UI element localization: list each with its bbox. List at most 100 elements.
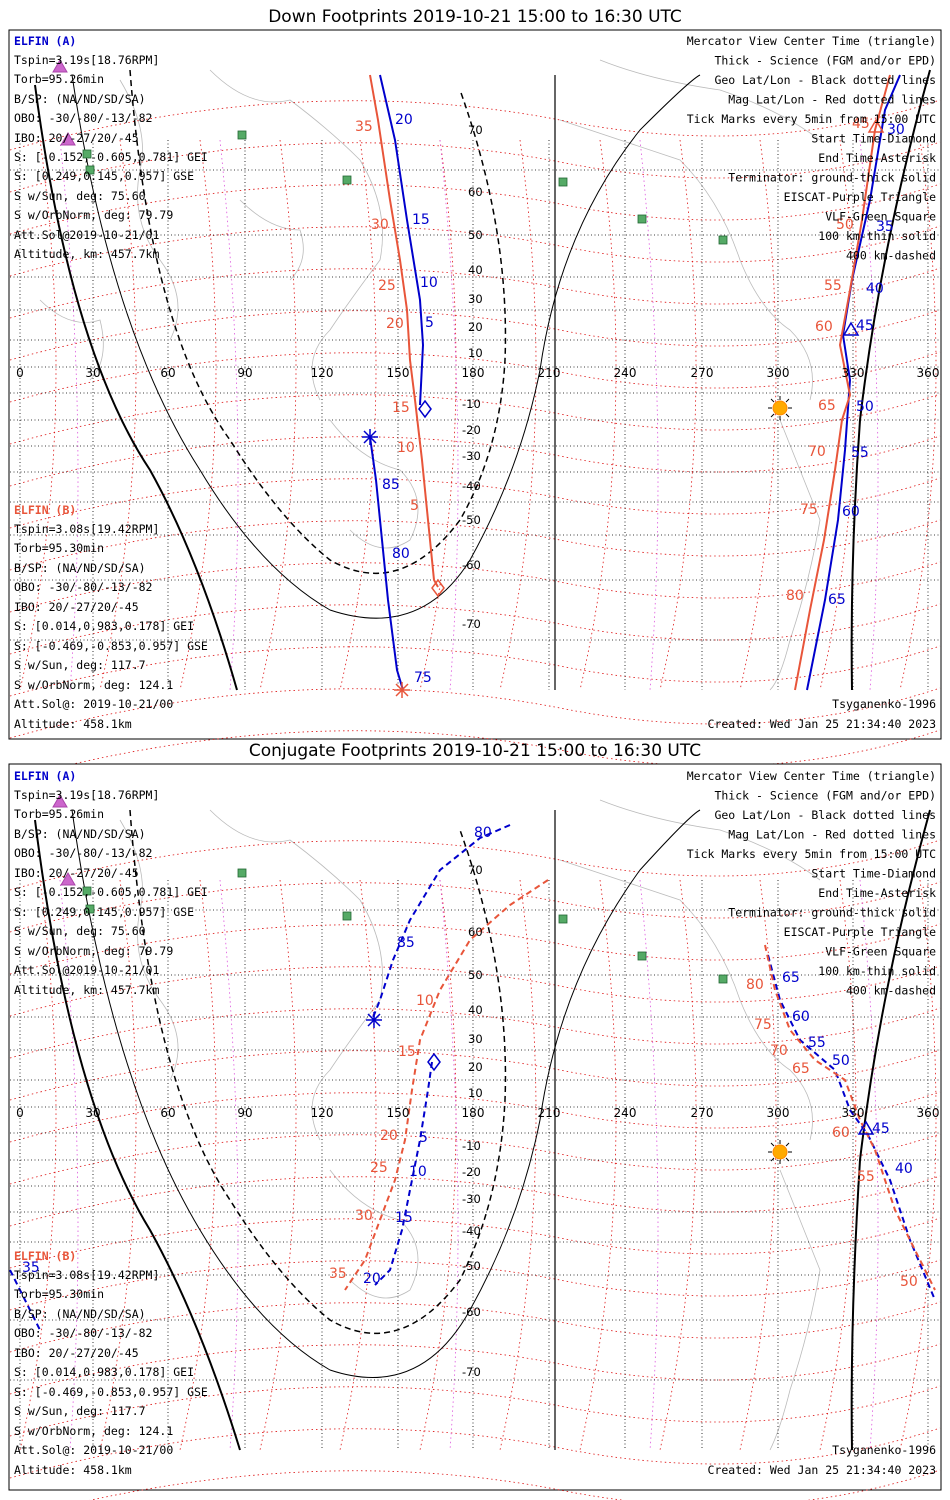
vlf-square-icon [718,235,728,245]
info-line: OBO: -30/-80/-13/-82 [14,111,152,125]
track-tick: 65 [782,970,800,986]
legend-entry: Start Time-Diamond [811,132,936,146]
track-tick: 30 [887,122,905,138]
eiscat-triangle-icon [60,872,76,886]
track-tick: 45 [852,116,870,132]
vlf-square-icon [237,868,247,878]
lon-tick-labels: 0 30 60 90 120 150 180 210 240 270 300 330 360 [16,366,939,380]
vlf-square-icon [82,149,92,159]
mag-meridian [99,879,137,1451]
legend: Mercator View Center Time (triangle) Thic… [687,769,936,998]
lon-tick: 0 [16,366,24,380]
track-tick: 25 [378,278,396,294]
vlf-square-icon [237,130,247,140]
start-diamond-icon [427,1052,441,1072]
panel-frame [8,29,942,740]
track-tick: 10 [416,993,434,1009]
elfin-b-track-down [369,74,891,691]
end-asterisk-icon [366,1012,382,1028]
markers-conj [52,794,875,1165]
legend-entry: 400 km-dashed [846,984,936,998]
mag-meridian [419,879,457,1451]
track-tick: 60 [842,504,860,520]
info-line: S w/Sun, deg: 117.7 [14,658,146,672]
eiscat-meridian [859,139,879,691]
info-line: IBO: 20/-27/20/-45 [14,600,139,614]
info-line: Altitude, km: 457.7km [14,247,159,261]
legend-entry: End Time-Asterisk [818,151,936,165]
eiscat-meridian [859,879,879,1451]
lon-tick: 330 [842,366,865,380]
elfin-a-label: ELFIN (A) [14,34,76,48]
lon-tick: 210 [538,366,561,380]
legend-entry: Tick Marks every 5min from 15:00 UTC [687,847,936,861]
eiscat-meridians [59,139,879,691]
mag-meridian [499,879,537,1451]
info-line: S: [-0.152,-0.605,0.781] GEI [14,885,208,899]
track-tick: 55 [808,1035,826,1051]
track-tick: 35 [22,1260,40,1276]
track-tick: 50 [900,1274,918,1290]
lon-tick: 360 [917,1106,940,1120]
model-label: Tsyganenko-1996 [832,1443,936,1457]
lat-tick: 20 [468,1060,483,1074]
info-line: S w/OrbNorm, deg: 79.79 [14,944,173,958]
lon-tick: 90 [237,366,252,380]
info-line: S w/Sun, deg: 75.60 [14,924,146,938]
info-line: Altitude: 458.1km [14,717,132,731]
lon-tick: 300 [767,1106,790,1120]
lat-tick: -40 [462,1224,481,1238]
geo-grid [10,140,940,690]
lon-tick: 90 [237,1106,252,1120]
info-line: S: [-0.152,-0.605,0.781] GEI [14,150,208,164]
info-line: S: [0.249,0.145,0.957] GSE [14,905,194,919]
lat-tick: 20 [468,320,483,334]
info-line: Tspin=3.08s[19.42RPM] [14,1268,159,1282]
elfin-b-info: ELFIN (B) Tspin=3.08s[19.42RPM] Torb=95.… [14,503,208,731]
track-tick: 25 [370,1160,388,1176]
track-tick: 75 [800,502,818,518]
track-tick: 80 [392,546,410,562]
track-tick: 20 [386,316,404,332]
lat-tick: -50 [462,513,481,527]
lon-tick: 210 [538,1106,561,1120]
legend-entry: Mag Lat/Lon - Red dotted lines [728,828,936,842]
legend-entry: Mag Lat/Lon - Red dotted lines [728,93,936,107]
lon-tick: 150 [387,366,410,380]
vlf-square-icon [85,165,95,175]
track-tick: 35 [876,219,894,235]
lon-tick: 30 [85,1106,100,1120]
view-center-triangle-icon [867,118,885,133]
lat-tick: -20 [462,1165,481,1179]
panel-title: Down Footprints 2019-10-21 15:00 to 16:3… [268,7,682,27]
lon-tick-labels: 0 30 60 90 120 150 180 210 240 270 300 330 360 [16,1106,939,1120]
info-line: IBO: 20/-27/20/-45 [14,1346,139,1360]
elfin-a-info: ELFIN (A) Tspin=3.19s[18.76RPM] Torb=95.… [14,34,208,261]
legend-entry: 100 km-thin solid [818,229,936,243]
eiscat-meridians [59,879,879,1451]
track-tick: 55 [824,278,842,294]
legend-entry: VLF-Green Square [825,210,936,224]
lat-tick: -20 [462,423,481,437]
info-line: S w/OrbNorm, deg: 79.79 [14,208,173,222]
markers-down [52,59,885,698]
legend-entry: Terminator: ground-thick solid [728,171,936,185]
mag-grid [9,839,941,1500]
vlf-squares [82,868,728,984]
legend-entry: 100 km-thin solid [818,964,936,978]
info-line: S w/OrbNorm, deg: 124.1 [14,678,173,692]
legend-entry: End Time-Asterisk [818,886,936,900]
lon-tick: 180 [462,366,485,380]
lat-tick: -10 [462,397,481,411]
track-tick: 50 [856,399,874,415]
lon-tick: 330 [842,1106,865,1120]
legend-entry: Thick - Science (FGM and/or EPD) [714,54,936,68]
info-line: S w/Sun, deg: 117.7 [14,1404,146,1418]
vlf-square-icon [637,951,647,961]
lon-tick: 120 [311,366,334,380]
eiscat-meridian [439,879,459,1451]
elfin-b-label: ELFIN (B) [14,503,76,517]
lon-tick: 270 [691,1106,714,1120]
legend-entry: Geo Lat/Lon - Black dotted lines [714,808,936,822]
end-asterisk-icon [362,429,378,445]
